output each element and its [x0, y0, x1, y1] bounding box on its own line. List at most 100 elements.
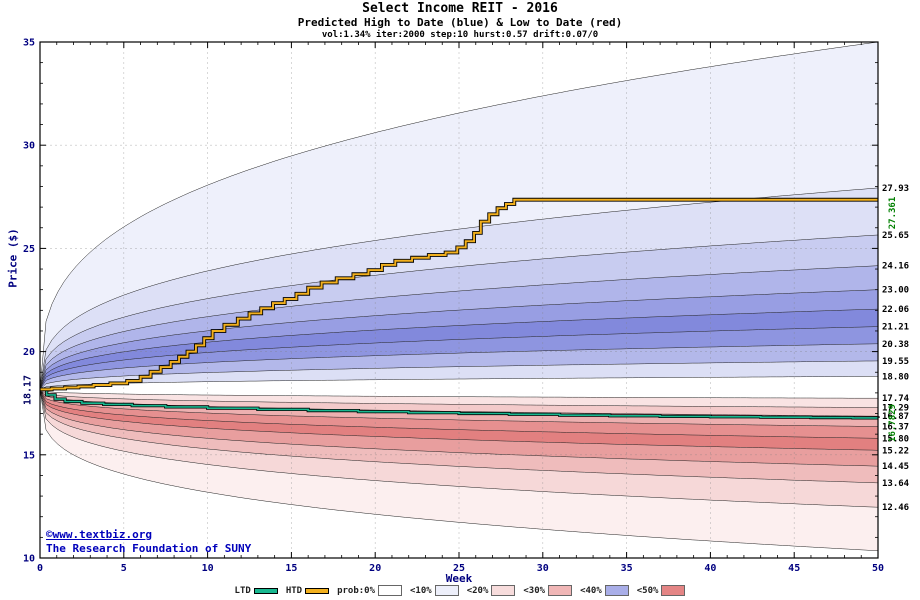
band-value-label: 24.16	[882, 262, 909, 272]
x-tick-label: 15	[285, 563, 297, 574]
band-value-label: 17.74	[882, 394, 910, 404]
legend-item-htd: HTD	[285, 585, 330, 596]
high-band-1	[40, 187, 878, 390]
legend-item-ltd: LTD	[235, 586, 278, 596]
low-band-3	[40, 389, 878, 439]
band-value-label: 20.38	[882, 340, 909, 350]
legend-label: <30%	[523, 585, 546, 596]
x-tick-label: 45	[788, 563, 800, 574]
x-tick-label: 20	[369, 563, 381, 574]
low-edge-7	[39, 389, 879, 484]
price-lines	[40, 197, 880, 420]
band-value-label: 23.00	[882, 286, 909, 296]
y-tick-label: 25	[23, 244, 35, 255]
band-value-label: 21.21	[882, 323, 909, 333]
band-value-label: 17.29	[882, 404, 909, 414]
legend-label: <50%	[636, 585, 659, 596]
high-edge-8	[39, 360, 879, 390]
y-tick-label: 20	[23, 347, 35, 358]
high-edge-5	[39, 308, 879, 390]
chart-header: Select Income REIT - 2016 Predicted High…	[0, 1, 920, 40]
high-band-5	[40, 309, 878, 390]
x-axis-title: Week	[445, 572, 473, 585]
start-price-label: 18.17	[22, 374, 34, 406]
band-value-label: 25.65	[882, 231, 909, 241]
legend-swatch-line	[305, 587, 330, 594]
legend-swatch-box	[491, 585, 516, 596]
x-tick-label: 10	[202, 563, 214, 574]
x-tick-label: 5	[121, 563, 127, 574]
legend-item--20-: <20%	[467, 585, 516, 596]
probability-bands	[40, 42, 878, 551]
legend-label: <20%	[466, 585, 489, 596]
high-band-4	[40, 289, 878, 390]
low-edge-3	[39, 389, 879, 427]
y-tick-label: 10	[23, 554, 35, 565]
band-value-label: 12.46	[882, 503, 909, 513]
band-value-label: 27.93	[882, 184, 909, 194]
legend-label: prob:0%	[337, 585, 376, 596]
low-band-8	[40, 389, 878, 551]
legend-swatch-box	[378, 585, 403, 596]
low-edge-4	[39, 389, 879, 439]
legend-item-prob-0-: prob:0%	[337, 585, 403, 596]
high-band-2	[40, 235, 878, 390]
chart-subtitle: Predicted High to Date (blue) & Low to D…	[297, 15, 623, 29]
band-value-label: 13.64	[882, 479, 910, 489]
x-tick-label: 25	[453, 563, 465, 574]
high-band-0	[40, 42, 878, 390]
htd-line	[40, 198, 878, 391]
x-tick-label: 40	[704, 563, 716, 574]
ltd-final-value-label: 16.7829	[888, 404, 898, 442]
high-edge-4	[39, 289, 879, 390]
legend-item--10-: <10%	[410, 585, 459, 596]
y-tick-label: 15	[23, 450, 35, 461]
watermark-url: ©www.textbiz.org	[46, 528, 152, 541]
band-value-label: 15.22	[882, 446, 909, 456]
watermark-organization: The Research Foundation of SUNY	[46, 542, 252, 555]
x-tick-label: 0	[37, 563, 43, 574]
x-tick-label: 35	[621, 563, 633, 574]
legend-swatch-line	[253, 587, 278, 594]
low-band-5	[40, 389, 878, 467]
band-value-label: 18.80	[882, 372, 909, 382]
legend-label: LTD	[234, 585, 251, 596]
legend-item--50-: <50%	[637, 585, 686, 596]
band-edge-curves	[39, 41, 879, 552]
band-value-label: 16.37	[882, 423, 909, 433]
y-tick-label: 35	[23, 38, 35, 49]
low-band-4	[40, 389, 878, 451]
high-band-3	[40, 265, 878, 390]
band-value-label: 22.06	[882, 305, 909, 315]
low-edge-8	[39, 389, 879, 508]
legend-swatch-box	[434, 585, 459, 596]
band-value-labels: 27.93 25.65 24.16 23.00 22.06 21.21 20.38 19.55…	[882, 184, 910, 513]
high-edge-6	[39, 326, 879, 390]
legend-swatch-box	[661, 585, 686, 596]
chart-parameters: vol:1.34% iter:2000 step:10 hurst:0.57 d…	[321, 29, 599, 40]
legend-swatch-box	[548, 585, 573, 596]
low-edge-0	[39, 389, 878, 399]
y-tick-label: 30	[23, 141, 35, 152]
high-edge-2	[39, 234, 879, 390]
x-tick-label: 30	[537, 563, 549, 574]
legend-label: <40%	[580, 585, 602, 596]
y-axis-title: Price ($)	[6, 228, 20, 288]
legend-label: HTD	[285, 585, 303, 596]
legend-item--40-: <40%	[580, 585, 629, 596]
high-edge-3	[39, 265, 879, 390]
plot-border	[39, 41, 879, 559]
low-edge-5	[39, 389, 879, 451]
chart-title: Select Income REIT - 2016	[362, 1, 558, 16]
plot-grid	[39, 41, 879, 559]
band-value-label: 19.55	[882, 357, 909, 367]
legend: LTD HTD prob:0% <10% <20% <30% <40% <50%	[0, 585, 920, 596]
htd-final-value-label: 27.361	[888, 196, 898, 230]
legend-swatch-box	[604, 585, 629, 596]
band-value-label: 14.45	[882, 462, 909, 472]
legend-label: <10%	[410, 585, 432, 596]
tick-labels: 0 5 10 15 20 25 30 35 40 45 50 10 15 20 25 30 35	[23, 38, 884, 575]
low-band-7	[40, 389, 878, 508]
